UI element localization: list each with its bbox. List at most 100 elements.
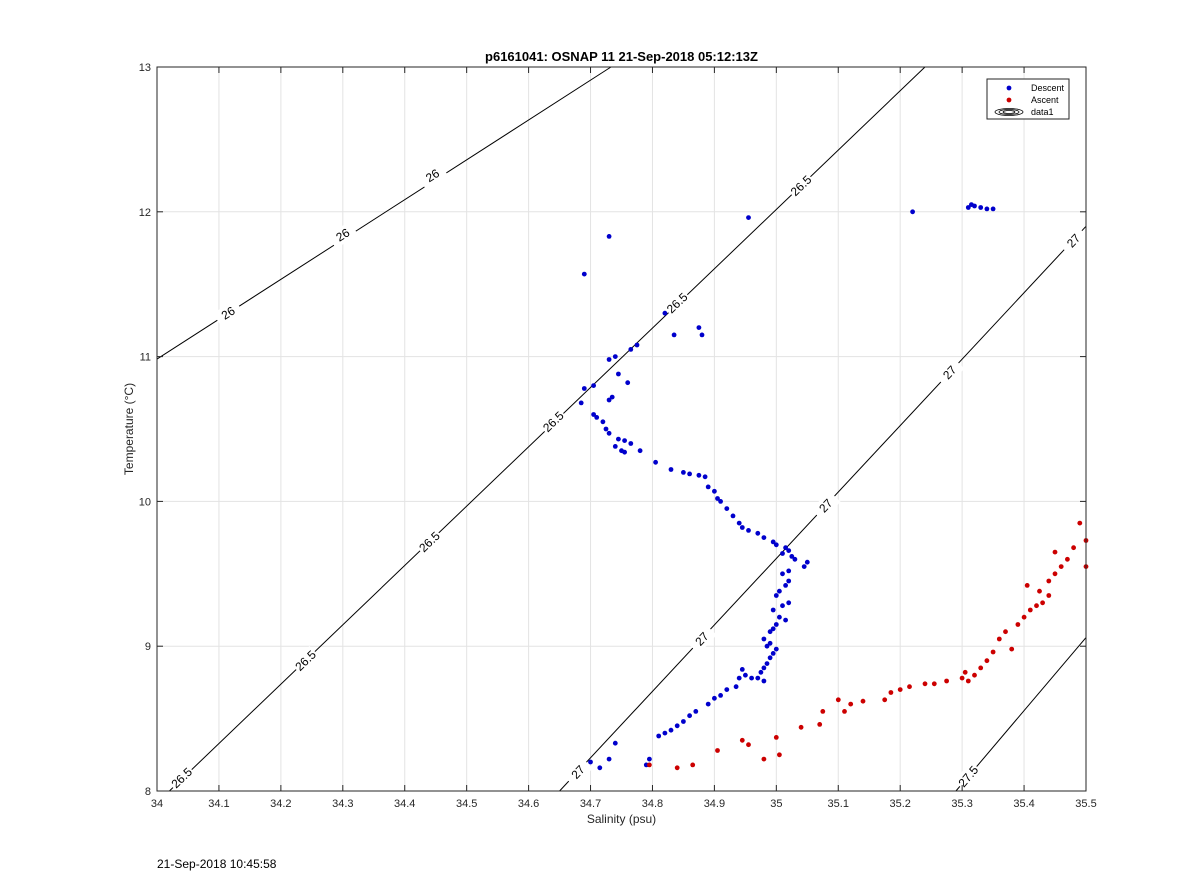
descent-point [702, 474, 708, 480]
descent-point [780, 571, 785, 577]
descent-point [804, 559, 810, 565]
legend-label-descent: Descent [1031, 83, 1065, 93]
descent-point [612, 740, 618, 746]
ascent-point [1009, 646, 1015, 652]
descent-point [739, 667, 745, 672]
x-tick-label: 35.1 [828, 798, 849, 810]
descent-point [773, 622, 779, 627]
descent-point [770, 651, 776, 656]
descent-point [755, 530, 761, 536]
ascent-point [817, 722, 823, 727]
legend: Descent Ascent data1 [986, 78, 1070, 120]
ascent-point [690, 762, 696, 768]
ascent-point [739, 737, 745, 743]
ascent-point [842, 709, 847, 714]
chart-title: p6161041: OSNAP 11 21-Sep-2018 05:12:13Z [485, 49, 758, 64]
descent-point [696, 472, 702, 478]
descent-point [656, 733, 662, 739]
legend-contour-glyph [1002, 110, 1016, 114]
x-tick-label: 35.2 [889, 798, 910, 810]
ascent-point [962, 669, 968, 675]
descent-point [681, 719, 686, 724]
ascent-point [990, 649, 996, 655]
x-tick-label: 34.1 [208, 798, 229, 810]
descent-point [671, 332, 677, 338]
descent-point [606, 397, 612, 403]
ascent-point [922, 681, 928, 687]
descent-point [755, 675, 761, 681]
ascent-point [959, 675, 965, 681]
descent-point [662, 310, 668, 316]
contour-label-bg [1058, 225, 1089, 256]
descent-point [972, 203, 977, 209]
descent-point [783, 617, 788, 623]
ascent-point [978, 665, 984, 671]
x-tick-label: 34.5 [456, 798, 477, 810]
descent-point [712, 695, 717, 701]
x-tick-label: 34 [151, 798, 163, 810]
ascent-point [1037, 588, 1042, 594]
ascent-point [1040, 600, 1045, 606]
descent-point [780, 603, 785, 609]
x-tick-label: 34.7 [580, 798, 601, 810]
ascent-point [1071, 545, 1076, 551]
descent-point [581, 386, 587, 391]
ascent-point [647, 762, 652, 768]
descent-point [597, 765, 603, 771]
contour-label-bg [662, 288, 693, 318]
contour-label-bg [935, 357, 965, 388]
ascent-point [882, 697, 888, 703]
ascent-point [777, 752, 782, 758]
descent-point [965, 205, 971, 210]
ascent-point [1024, 583, 1030, 588]
contour-label-bg [953, 761, 983, 792]
x-tick-label: 34.6 [518, 798, 539, 810]
contour-label-bg [212, 299, 244, 327]
ascent-point [848, 701, 854, 707]
descent-point [699, 332, 705, 338]
descent-point [783, 545, 788, 551]
ascent-point [860, 698, 866, 704]
descent-point [637, 448, 643, 454]
descent-point [990, 206, 996, 212]
ascent-point [888, 690, 894, 695]
descent-point [773, 646, 779, 652]
contour-label-bg [687, 623, 717, 654]
x-tick-label: 35.4 [1013, 798, 1034, 810]
legend-marker-descent [1006, 85, 1012, 91]
descent-point [715, 496, 720, 501]
ascent-point [1052, 571, 1058, 577]
descent-point [724, 687, 730, 692]
descent-point [783, 583, 788, 588]
descent-point [767, 655, 773, 661]
descent-point [764, 643, 770, 649]
x-tick-label: 34.3 [332, 798, 353, 810]
descent-point [758, 669, 764, 675]
contour-label-bg [327, 221, 359, 249]
ascent-point [1027, 607, 1033, 613]
descent-point [786, 600, 792, 606]
ascent-point [1003, 629, 1008, 635]
contour-label: 26.5 [168, 765, 195, 791]
ascent-point [1065, 556, 1070, 562]
descent-point [612, 354, 618, 359]
descent-point [789, 554, 795, 559]
descent-point [780, 551, 785, 556]
axis-ticks: 34 34.1 34.2 34.3 34.4 34.5 34.6 34.7 34.8 34.9 35… [139, 62, 1097, 810]
descent-point [594, 415, 600, 420]
legend-marker-ascent [1006, 97, 1012, 103]
descent-point [588, 759, 593, 765]
ascent-point [1046, 578, 1052, 584]
descent-point [736, 520, 742, 526]
descent-point [770, 626, 776, 632]
legend-contour-glyph [998, 109, 1020, 115]
descent-point [761, 665, 767, 671]
descent-point [773, 593, 779, 598]
ascent-point [1015, 622, 1021, 627]
data-points [578, 202, 1089, 771]
contour-label: 26.5 [540, 408, 567, 434]
contour-label-bg [786, 170, 817, 201]
ascent-point [1021, 614, 1027, 620]
descent-point [801, 564, 807, 569]
